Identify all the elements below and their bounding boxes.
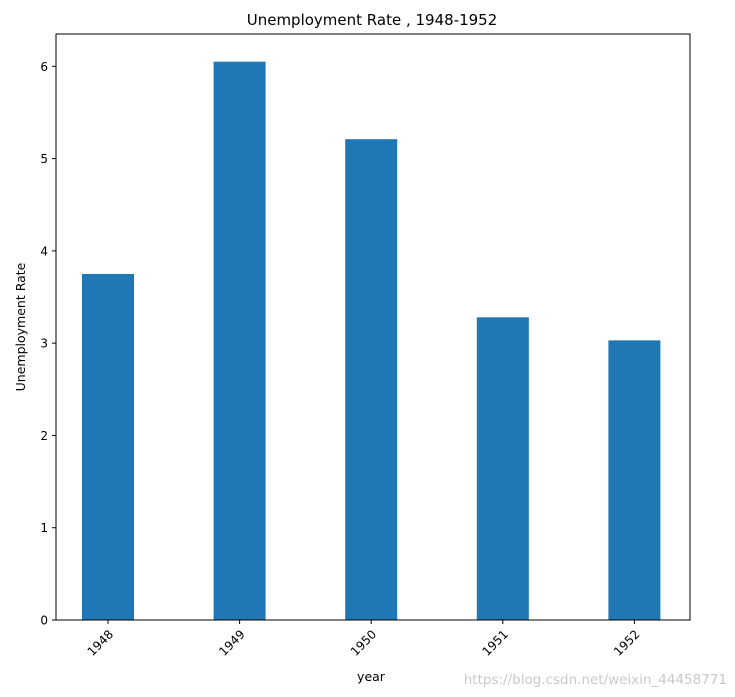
y-tick-label: 2 <box>40 429 48 443</box>
bar-1950 <box>345 139 398 620</box>
bars-group <box>82 61 661 620</box>
bar-1951 <box>476 317 529 620</box>
watermark-text: https://blog.csdn.net/weixin_44458771 <box>464 672 727 688</box>
x-tick-label: 1950 <box>348 627 379 658</box>
y-tick-label: 0 <box>40 614 48 628</box>
y-tick-label: 1 <box>40 521 48 535</box>
plot-frame <box>55 33 691 621</box>
x-tick-label: 1951 <box>479 627 510 658</box>
chart-title: Unemployment Rate , 1948-1952 <box>247 11 498 29</box>
bar-1949 <box>213 61 266 620</box>
y-axis-label: Unemployment Rate <box>13 262 28 391</box>
y-tick-label: 3 <box>40 337 48 351</box>
x-axis-ticks: 1948 1949 1950 1951 1952 <box>85 620 643 659</box>
x-tick-label: 1952 <box>611 627 642 658</box>
y-tick-label: 6 <box>40 60 48 74</box>
y-axis-ticks: 0 1 2 3 4 5 6 <box>40 60 56 628</box>
bar-1952 <box>608 340 661 620</box>
y-tick-label: 5 <box>40 152 48 166</box>
bar-1948 <box>82 273 134 620</box>
y-tick-label: 4 <box>40 244 48 258</box>
x-tick-label: 1949 <box>216 627 247 658</box>
x-axis-label: year <box>357 669 386 684</box>
x-tick-label: 1948 <box>85 627 116 658</box>
